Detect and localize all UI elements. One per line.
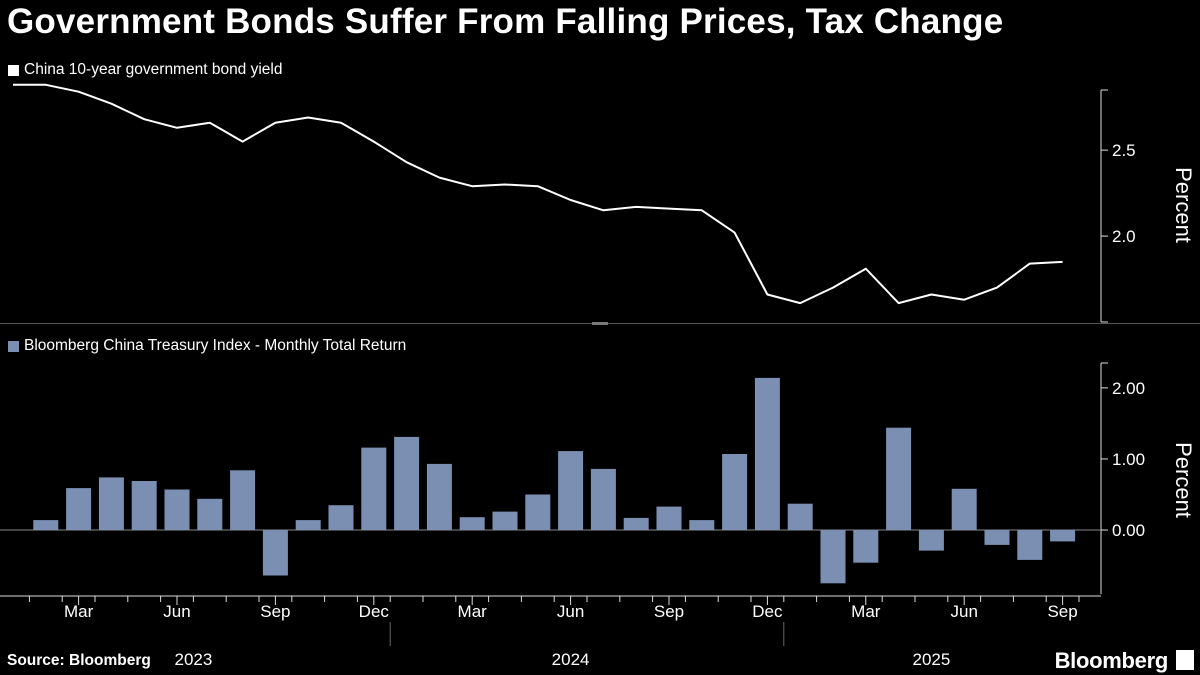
return-bar <box>558 451 584 530</box>
line-y-axis-label: Percent <box>1171 167 1196 243</box>
x-month-label: Jun <box>163 602 190 621</box>
return-bar <box>295 520 321 531</box>
return-bar <box>1017 530 1043 560</box>
return-bar <box>492 511 518 531</box>
bloomberg-terminal-icon <box>1176 650 1194 670</box>
bar-y-tick-label: 1.00 <box>1112 450 1145 469</box>
bar-y-tick-label: 2.00 <box>1112 379 1145 398</box>
x-month-label: Sep <box>1047 602 1077 621</box>
x-month-label: Jun <box>950 602 977 621</box>
return-bar <box>328 505 354 531</box>
return-bar <box>918 530 944 551</box>
bar-legend: Bloomberg China Treasury Index - Monthly… <box>8 337 406 355</box>
return-bar <box>886 427 912 531</box>
x-month-label: Mar <box>64 602 94 621</box>
x-month-label: Jun <box>557 602 584 621</box>
return-bar <box>426 463 452 530</box>
return-bar <box>853 530 879 563</box>
return-bar <box>262 530 288 576</box>
chart-title: Government Bonds Suffer From Falling Pri… <box>7 2 1004 41</box>
line-y-tick-label: 2.5 <box>1112 141 1136 160</box>
x-month-label: Mar <box>458 602 488 621</box>
x-year-label: 2024 <box>552 650 590 669</box>
bar-y-tick-label: 0.00 <box>1112 521 1145 540</box>
line-legend-label: China 10-year government bond yield <box>24 61 283 78</box>
return-bar <box>984 530 1010 545</box>
bar-legend-label: Bloomberg China Treasury Index - Monthly… <box>24 337 407 354</box>
return-bar <box>590 468 616 530</box>
return-bar <box>1050 530 1076 542</box>
return-bar <box>459 517 485 530</box>
return-bar <box>33 520 59 531</box>
return-bar <box>951 488 977 530</box>
line-legend: China 10-year government bond yield <box>8 61 283 79</box>
bar-legend-swatch <box>8 340 19 352</box>
x-year-label: 2025 <box>912 650 950 669</box>
return-bar <box>164 489 190 530</box>
x-month-label: Sep <box>654 602 684 621</box>
return-bar <box>98 477 124 530</box>
return-bar <box>197 498 223 531</box>
x-month-label: Mar <box>851 602 881 621</box>
return-bar <box>131 481 157 530</box>
bloomberg-logo: Bloomberg <box>1054 648 1169 673</box>
x-month-label: Dec <box>359 602 390 621</box>
return-bar <box>361 447 387 530</box>
return-bar <box>787 503 813 530</box>
return-bar <box>525 494 551 530</box>
return-bar <box>689 520 715 531</box>
x-month-label: Sep <box>260 602 290 621</box>
return-bar <box>656 506 682 531</box>
return-bar <box>754 377 780 530</box>
line-y-tick-label: 2.0 <box>1112 227 1136 246</box>
line-legend-swatch <box>8 64 19 76</box>
x-month-label: Dec <box>752 602 783 621</box>
yield-line <box>13 83 1063 305</box>
bar-y-axis-label: Percent <box>1171 442 1196 518</box>
return-bar <box>820 530 846 584</box>
return-bar <box>394 436 420 530</box>
return-bar <box>230 470 256 530</box>
source-note: Source: Bloomberg <box>7 652 151 669</box>
return-bar <box>722 454 748 531</box>
return-bar <box>623 517 649 530</box>
panel-divider-handle <box>592 322 608 325</box>
x-year-label: 2023 <box>174 650 212 669</box>
return-bar <box>66 488 92 530</box>
